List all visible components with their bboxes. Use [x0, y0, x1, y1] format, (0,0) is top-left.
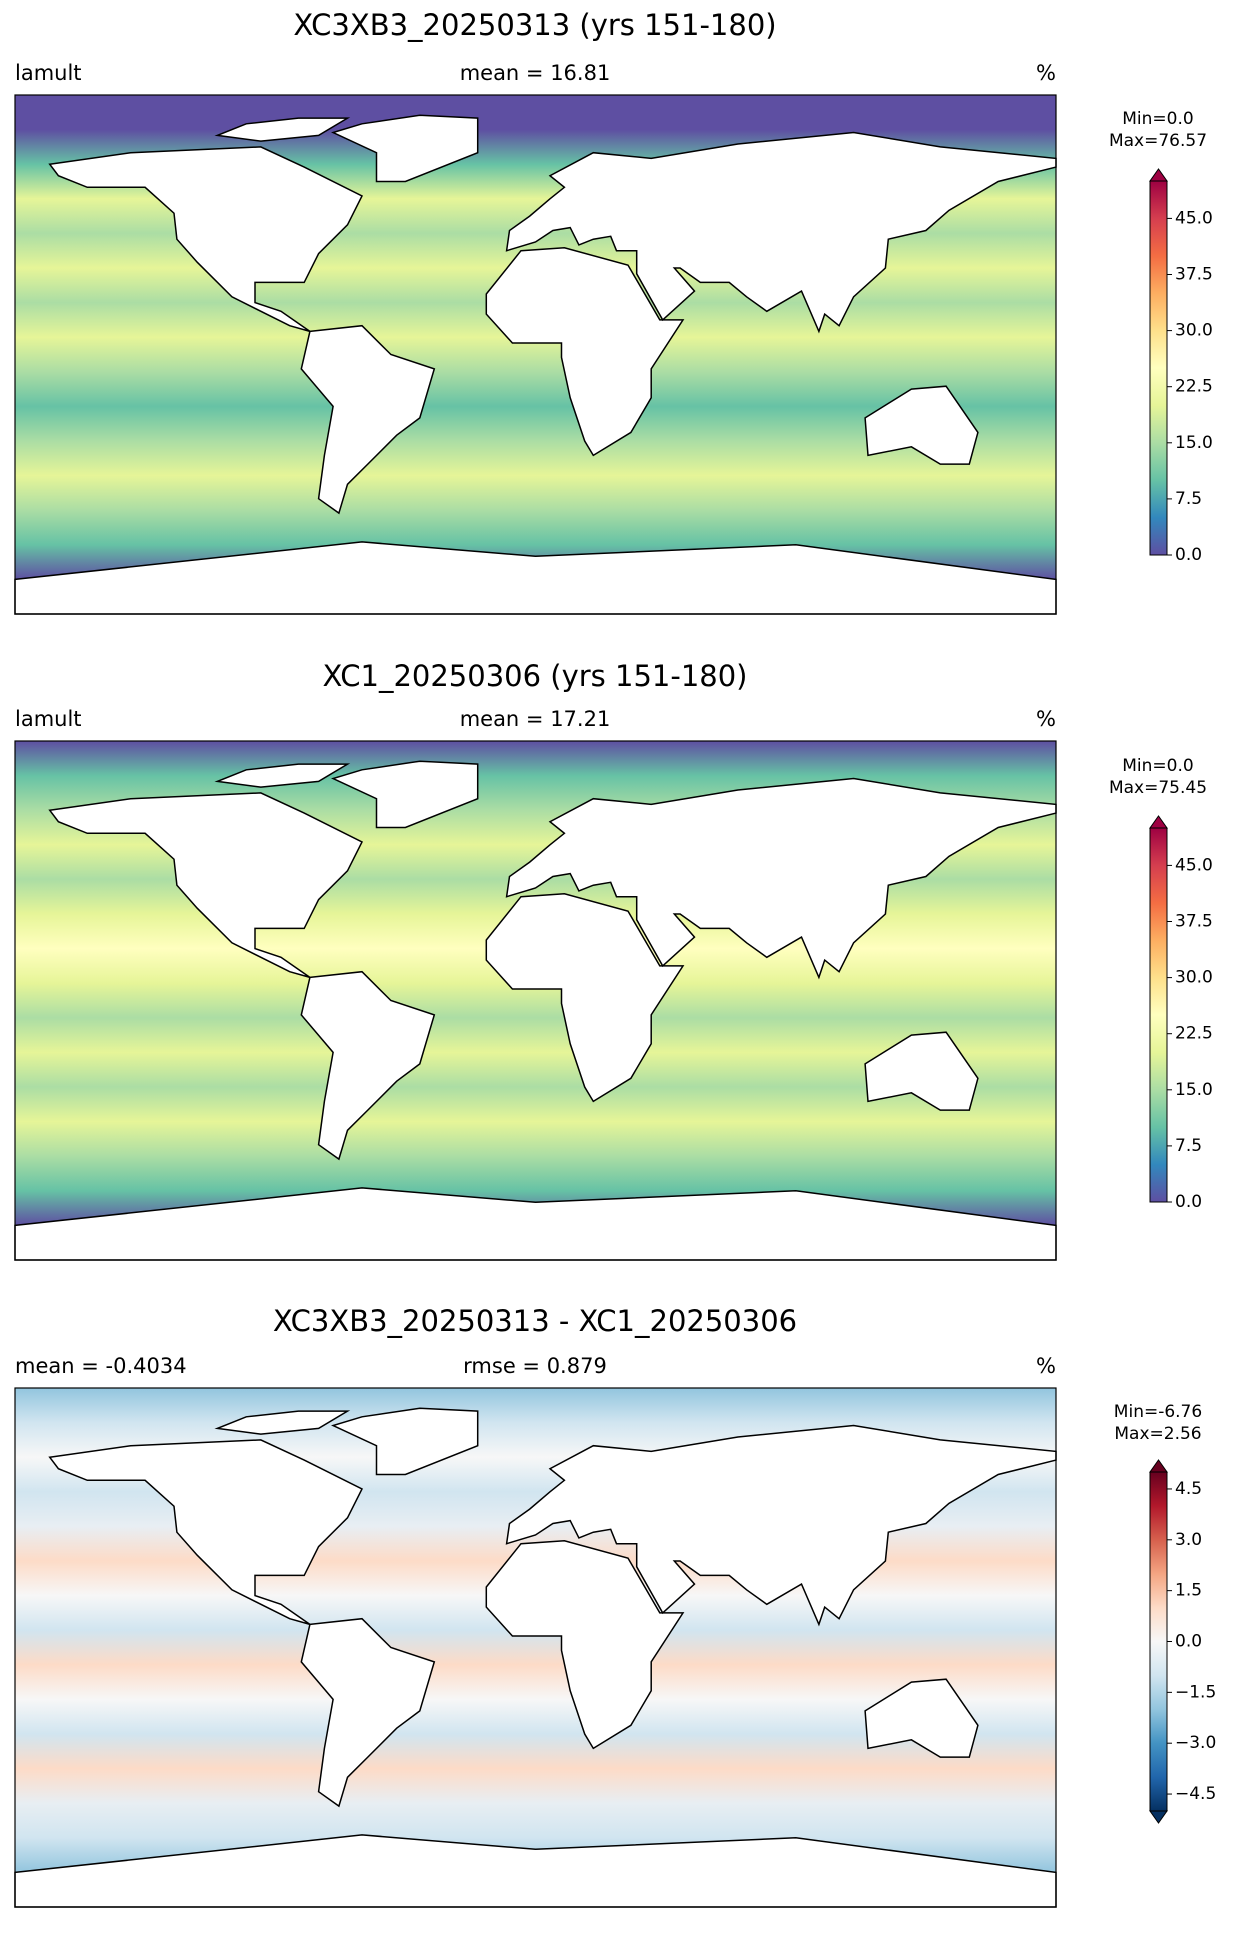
colorbar-max: Max=75.45 [1109, 778, 1207, 798]
center-label: rmse = 0.879 [463, 1354, 607, 1378]
map-frame [14, 94, 1057, 615]
land [300, 970, 436, 1161]
colorbar-tick-label: 30.0 [1175, 968, 1213, 988]
colorbar-tick-label: 7.5 [1175, 489, 1202, 509]
colorbar-tick-label: −4.5 [1175, 1784, 1216, 1804]
land [214, 763, 351, 788]
colorbar-extend [1149, 168, 1168, 182]
land [505, 777, 1057, 980]
colorbar-tick-label: 7.5 [1175, 1136, 1202, 1156]
colorbar-extend [1149, 815, 1168, 829]
colorbar-tick-label: 4.5 [1175, 1479, 1202, 1499]
colorbar-extend [1149, 1810, 1168, 1824]
land [864, 385, 979, 465]
left-label: mean = -0.4034 [15, 1354, 187, 1378]
map-frame [14, 740, 1057, 1261]
colorbar-tick-label: 45.0 [1175, 208, 1213, 228]
right-label: % [1036, 707, 1056, 731]
land [864, 1678, 979, 1758]
colorbar-tick-label: −1.5 [1175, 1682, 1216, 1702]
right-label: % [1036, 61, 1056, 85]
panel-title: XC1_20250306 (yrs 151-180) [323, 659, 748, 693]
colorbar-min: Min=-6.76 [1114, 1402, 1202, 1422]
land [485, 247, 685, 457]
panel-title: XC3XB3_20250313 - XC1_20250306 [273, 1304, 797, 1338]
colorbar-tick-label: 0.0 [1175, 1632, 1202, 1652]
colorbar-tick-label: 22.5 [1175, 1024, 1213, 1044]
right-label: % [1036, 1354, 1056, 1378]
colorbar-tick-label: 45.0 [1175, 855, 1213, 875]
land [214, 1410, 351, 1435]
colorbar-tick-label: 37.5 [1175, 265, 1213, 285]
map-frame [14, 1387, 1057, 1908]
land [300, 1617, 436, 1808]
colorbar-tick-label: 22.5 [1175, 377, 1213, 397]
colorbar-min: Min=0.0 [1122, 109, 1193, 129]
colorbar-tick-label: 0.0 [1175, 545, 1202, 565]
colorbar-tick-label: 1.5 [1175, 1581, 1202, 1601]
colorbar [1149, 180, 1168, 556]
colorbar-extend [1149, 1459, 1168, 1473]
colorbar-tick-label: 37.5 [1175, 912, 1213, 932]
left-label: lamult [15, 61, 82, 85]
colorbar-tick-label: 30.0 [1175, 321, 1213, 341]
land [48, 146, 364, 333]
land [330, 1407, 479, 1476]
center-label: mean = 17.21 [460, 707, 611, 731]
land [300, 324, 436, 515]
colorbar-tick-label: 15.0 [1175, 1080, 1213, 1100]
colorbar-tick-label: 0.0 [1175, 1192, 1202, 1212]
land [505, 1424, 1057, 1627]
colorbar [1149, 1471, 1168, 1812]
land [48, 792, 364, 979]
land [864, 1031, 979, 1111]
land [214, 117, 351, 142]
colorbar-tick-label: 3.0 [1175, 1530, 1202, 1550]
colorbar-tick-label: −3.0 [1175, 1733, 1216, 1753]
land [330, 760, 479, 829]
colorbar [1149, 827, 1168, 1203]
land [505, 131, 1057, 334]
center-label: mean = 16.81 [460, 61, 611, 85]
land [485, 1540, 685, 1750]
panel-title: XC3XB3_20250313 (yrs 151-180) [293, 8, 776, 42]
colorbar-max: Max=76.57 [1109, 131, 1207, 151]
colorbar-max: Max=2.56 [1114, 1424, 1201, 1444]
land [48, 1439, 364, 1626]
left-label: lamult [15, 707, 82, 731]
colorbar-tick-label: 15.0 [1175, 433, 1213, 453]
land [485, 893, 685, 1103]
land [330, 114, 479, 183]
colorbar-min: Min=0.0 [1122, 756, 1193, 776]
